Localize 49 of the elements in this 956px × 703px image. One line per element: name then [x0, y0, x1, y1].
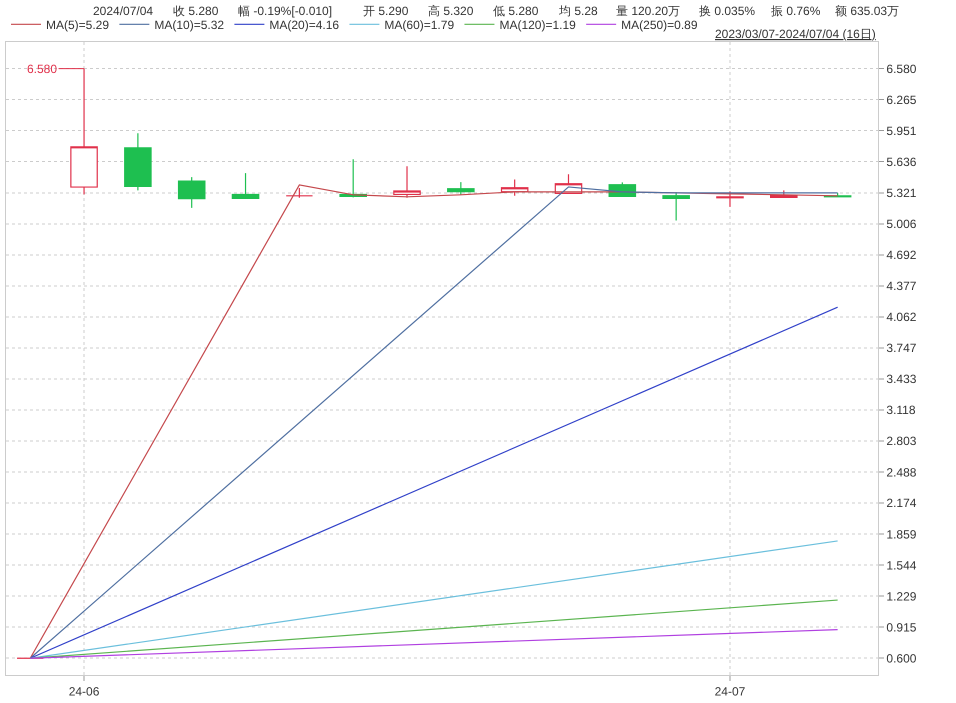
candlestick [716, 190, 744, 208]
text: 开 5.290 [363, 4, 409, 18]
y-tick-label: 2.488 [886, 465, 917, 480]
y-tick-label: 5.006 [886, 217, 917, 232]
y-tick-label: 4.062 [886, 310, 917, 324]
y-tick-label: 1.544 [886, 558, 917, 572]
text: 低 5.280 [493, 4, 539, 18]
legend-label: MA(5)=5.29 [46, 18, 110, 32]
text: 2024/07/04 [93, 4, 154, 18]
y-tick-label: 0.915 [886, 620, 917, 634]
text: 振 0.76% [771, 4, 821, 18]
candlestick [662, 191, 690, 222]
text: 均 5.28 [558, 4, 598, 18]
y-tick-label: 2.174 [886, 496, 917, 510]
y-tick-label: 5.321 [886, 186, 917, 200]
y-tick-label: 3.747 [886, 341, 917, 356]
y-tick-label: 1.859 [886, 527, 917, 542]
text: 幅 -0.19%[-0.010] [238, 4, 332, 18]
candlestick [124, 132, 152, 191]
x-tick-label: 24-07 [714, 684, 746, 698]
candlestick [286, 187, 314, 198]
legend-label: MA(250)=0.89 [621, 18, 698, 32]
legend-label: MA(120)=1.19 [499, 18, 576, 32]
candlestick [393, 166, 421, 198]
text: 收 5.280 [173, 4, 219, 18]
y-tick-label: 3.433 [886, 372, 917, 386]
y-tick-label: 2.803 [886, 434, 917, 448]
text: 高 5.320 [428, 4, 474, 18]
y-tick-label: 5.636 [886, 154, 917, 169]
text: 换 0.035% [699, 4, 756, 18]
legend-label: MA(10)=5.32 [154, 18, 224, 32]
y-tick-label: 1.229 [886, 589, 917, 604]
y-tick-label: 5.951 [886, 124, 917, 138]
y-tick-label: 4.377 [886, 279, 917, 294]
y-tick-label: 6.265 [886, 92, 917, 107]
text: 量 120.20万 [616, 4, 680, 18]
candlestick [447, 182, 475, 196]
chart-subtitle: 2023/03/07-2024/07/04 (16日) [715, 27, 876, 41]
y-tick-label: 4.692 [886, 248, 917, 262]
candlestick [232, 172, 260, 199]
candlestick [178, 176, 206, 208]
legend-label: MA(60)=1.79 [384, 18, 454, 32]
legend-label: MA(20)=4.16 [269, 18, 340, 32]
y-tick-label: 6.580 [886, 62, 917, 76]
y-tick-label: 3.118 [886, 403, 916, 418]
annotation: 6.580 [27, 62, 58, 76]
x-tick-label: 24-06 [68, 684, 100, 698]
y-tick-label: 0.600 [886, 651, 917, 666]
text: 额 635.03万 [835, 4, 900, 18]
